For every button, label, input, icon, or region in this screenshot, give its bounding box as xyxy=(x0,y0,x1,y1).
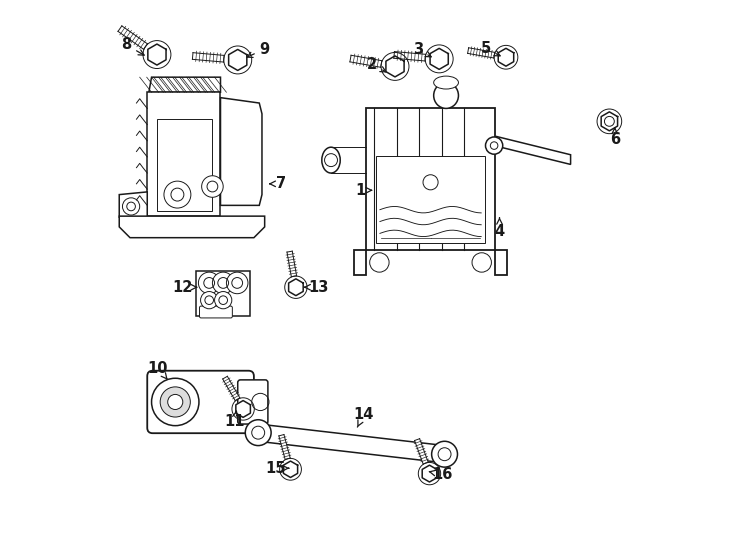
Ellipse shape xyxy=(321,147,341,173)
Polygon shape xyxy=(196,271,250,316)
Polygon shape xyxy=(386,56,404,77)
Circle shape xyxy=(212,272,234,294)
Circle shape xyxy=(214,292,232,309)
FancyBboxPatch shape xyxy=(200,306,233,318)
FancyBboxPatch shape xyxy=(376,156,485,243)
Polygon shape xyxy=(491,137,570,165)
Text: 1: 1 xyxy=(355,183,371,198)
Polygon shape xyxy=(257,424,446,463)
Polygon shape xyxy=(192,53,224,62)
Polygon shape xyxy=(354,109,507,275)
Circle shape xyxy=(164,181,191,208)
FancyBboxPatch shape xyxy=(148,371,254,433)
Polygon shape xyxy=(222,376,240,401)
Polygon shape xyxy=(279,435,290,460)
Text: 3: 3 xyxy=(413,42,432,57)
Polygon shape xyxy=(236,401,250,417)
Text: 14: 14 xyxy=(354,407,374,427)
Text: 9: 9 xyxy=(247,42,269,57)
Text: 5: 5 xyxy=(480,40,500,56)
Circle shape xyxy=(160,387,190,417)
Polygon shape xyxy=(288,279,303,295)
Polygon shape xyxy=(287,251,297,276)
Text: 13: 13 xyxy=(305,280,329,295)
Polygon shape xyxy=(119,216,265,238)
Polygon shape xyxy=(220,98,262,205)
Polygon shape xyxy=(157,119,212,211)
Circle shape xyxy=(432,441,457,467)
Polygon shape xyxy=(422,465,437,482)
Polygon shape xyxy=(283,461,297,477)
Text: 2: 2 xyxy=(367,57,386,72)
Polygon shape xyxy=(228,50,247,70)
Circle shape xyxy=(151,378,199,426)
Text: 6: 6 xyxy=(610,128,619,147)
Polygon shape xyxy=(498,48,514,66)
Circle shape xyxy=(200,292,218,309)
Polygon shape xyxy=(149,77,220,92)
Ellipse shape xyxy=(434,83,459,109)
Circle shape xyxy=(245,420,271,446)
Polygon shape xyxy=(394,52,426,61)
Ellipse shape xyxy=(434,76,459,89)
Polygon shape xyxy=(601,112,617,131)
Polygon shape xyxy=(430,49,448,69)
Polygon shape xyxy=(148,44,166,65)
Polygon shape xyxy=(119,192,148,217)
Circle shape xyxy=(167,394,183,409)
Polygon shape xyxy=(148,92,220,216)
Circle shape xyxy=(198,272,220,294)
Circle shape xyxy=(226,272,248,294)
Circle shape xyxy=(202,176,223,197)
Text: 11: 11 xyxy=(225,411,244,429)
Polygon shape xyxy=(468,48,495,58)
FancyBboxPatch shape xyxy=(238,380,268,424)
Text: 7: 7 xyxy=(269,177,286,191)
Text: 10: 10 xyxy=(148,361,168,379)
Text: 12: 12 xyxy=(172,280,197,295)
Text: 4: 4 xyxy=(495,218,504,239)
Polygon shape xyxy=(118,26,148,49)
Text: 15: 15 xyxy=(265,461,288,476)
Polygon shape xyxy=(415,438,428,464)
Polygon shape xyxy=(350,55,382,68)
Polygon shape xyxy=(153,376,249,428)
Text: 8: 8 xyxy=(121,37,144,55)
Circle shape xyxy=(485,137,503,154)
Text: 16: 16 xyxy=(429,467,453,482)
